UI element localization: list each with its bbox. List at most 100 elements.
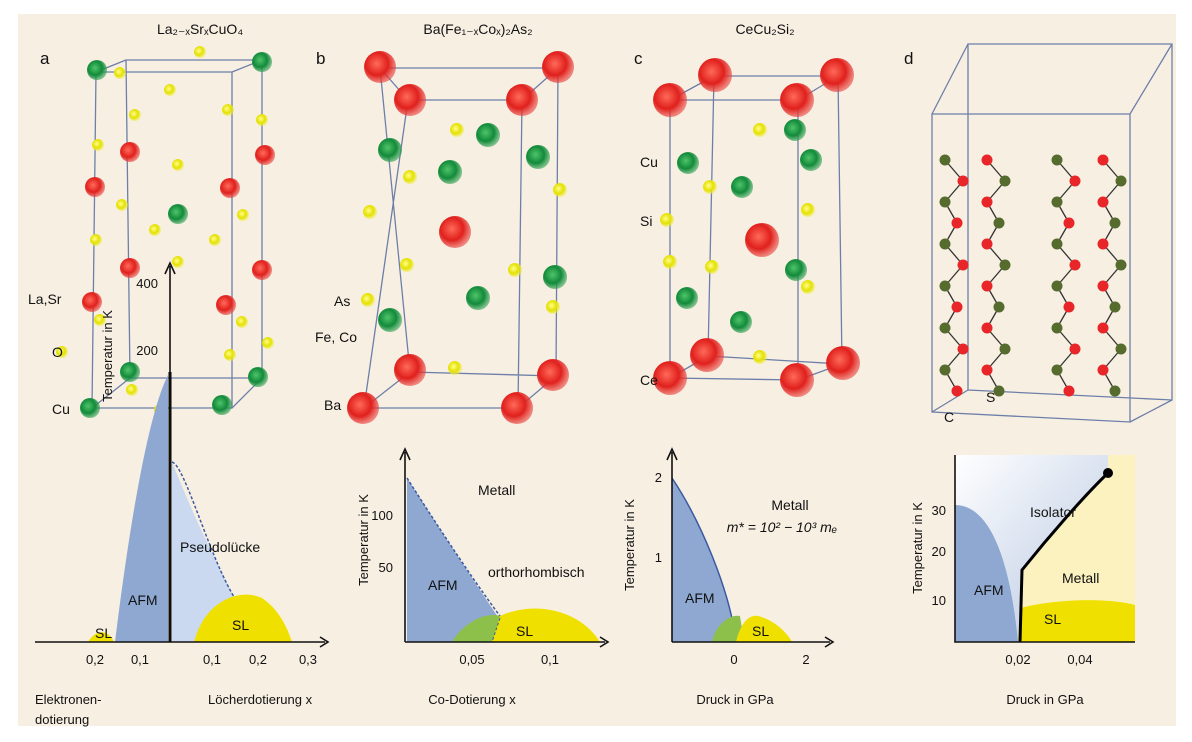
tick-label: 200 bbox=[136, 343, 158, 358]
atom bbox=[82, 292, 102, 312]
tick-label: 50 bbox=[379, 560, 393, 575]
region-label: SL bbox=[1044, 611, 1061, 627]
atom bbox=[780, 363, 814, 397]
tick-label: 2 bbox=[802, 652, 809, 667]
tick-label: 400 bbox=[136, 276, 158, 291]
atom bbox=[1052, 281, 1063, 292]
tick-label: 0 bbox=[730, 652, 737, 667]
atom bbox=[248, 367, 268, 387]
atom bbox=[1098, 365, 1109, 376]
tick-label: 10 bbox=[932, 593, 946, 608]
panel-letter: b bbox=[316, 49, 325, 68]
panel-letter: a bbox=[40, 49, 50, 68]
atom bbox=[940, 365, 951, 376]
atom bbox=[149, 224, 161, 236]
y-axis-label: Temperatur in K bbox=[622, 499, 637, 591]
atom bbox=[952, 386, 963, 397]
atom bbox=[194, 46, 206, 58]
atom bbox=[501, 392, 533, 424]
panel-letter: c bbox=[634, 49, 643, 68]
atom bbox=[660, 213, 674, 227]
atom bbox=[1110, 302, 1121, 313]
atom bbox=[120, 258, 140, 278]
tick-label: 0,1 bbox=[541, 652, 559, 667]
atom bbox=[120, 142, 140, 162]
atom bbox=[940, 323, 951, 334]
region-label: AFM bbox=[428, 577, 458, 593]
region-label: SL bbox=[516, 623, 533, 639]
atom bbox=[1052, 239, 1063, 250]
atom bbox=[1110, 386, 1121, 397]
atom bbox=[753, 123, 767, 137]
region-label: Metall bbox=[1062, 570, 1099, 586]
atom-label: Ba bbox=[324, 397, 341, 413]
atom bbox=[653, 83, 687, 117]
atom bbox=[448, 361, 462, 375]
atom bbox=[85, 177, 105, 197]
atom bbox=[537, 359, 569, 391]
atom-label: Cu bbox=[640, 154, 658, 170]
atom bbox=[653, 361, 687, 395]
tick-label: 2 bbox=[655, 470, 662, 485]
atom bbox=[1000, 176, 1011, 187]
atom bbox=[237, 209, 249, 221]
atom bbox=[542, 51, 574, 83]
atom bbox=[168, 204, 188, 224]
atom bbox=[209, 234, 221, 246]
atom bbox=[982, 281, 993, 292]
atom bbox=[1116, 344, 1127, 355]
atom bbox=[1064, 302, 1075, 313]
x-axis-label: Druck in GPa bbox=[1006, 692, 1084, 707]
atom bbox=[1116, 176, 1127, 187]
atom bbox=[1098, 281, 1109, 292]
atom bbox=[403, 170, 417, 184]
atom bbox=[703, 180, 717, 194]
atom bbox=[256, 114, 268, 126]
atom bbox=[236, 316, 248, 328]
atom bbox=[439, 216, 471, 248]
atom bbox=[1116, 260, 1127, 271]
atom bbox=[801, 203, 815, 217]
atom bbox=[940, 155, 951, 166]
tick-label: 0,2 bbox=[249, 652, 267, 667]
region-label: orthorhombisch bbox=[488, 564, 585, 580]
tick-label: 0,04 bbox=[1067, 652, 1092, 667]
atom bbox=[826, 346, 860, 380]
region-label: SL bbox=[95, 625, 112, 641]
x-axis-label: Elektronen- bbox=[35, 692, 101, 707]
atom bbox=[164, 84, 176, 96]
atom bbox=[114, 67, 126, 79]
y-axis-label: Temperatur in K bbox=[910, 502, 925, 594]
atom bbox=[663, 255, 677, 269]
atom bbox=[255, 145, 275, 165]
atom-label: O bbox=[52, 344, 63, 360]
atom bbox=[820, 58, 854, 92]
atom bbox=[1070, 344, 1081, 355]
atom bbox=[394, 354, 426, 386]
region-label: Isolator bbox=[1030, 504, 1076, 520]
region-label: SL bbox=[232, 617, 249, 633]
x-axis-label: Co-Dotierung x bbox=[428, 692, 516, 707]
atom bbox=[129, 109, 141, 121]
atom bbox=[952, 302, 963, 313]
atom bbox=[546, 300, 560, 314]
atom bbox=[677, 152, 699, 174]
atom bbox=[364, 51, 396, 83]
atom bbox=[126, 384, 138, 396]
atom bbox=[982, 197, 993, 208]
atom bbox=[982, 365, 993, 376]
region-label: AFM bbox=[685, 590, 715, 606]
atom bbox=[1052, 323, 1063, 334]
tick-label: 0,1 bbox=[203, 652, 221, 667]
atom bbox=[705, 260, 719, 274]
tick-label: 1 bbox=[655, 550, 662, 565]
tick-label: 0,3 bbox=[299, 652, 317, 667]
figure: a La₂₋ₓSrₓCuO₄ b Ba(Fe₁₋ₓCoₓ)₂As₂ c CeCu… bbox=[0, 0, 1192, 742]
atom bbox=[745, 223, 779, 257]
atom-label: La,Sr bbox=[28, 291, 62, 307]
atom bbox=[982, 323, 993, 334]
atom bbox=[508, 263, 522, 277]
atom bbox=[698, 58, 732, 92]
atom bbox=[553, 183, 567, 197]
atom bbox=[1098, 155, 1109, 166]
